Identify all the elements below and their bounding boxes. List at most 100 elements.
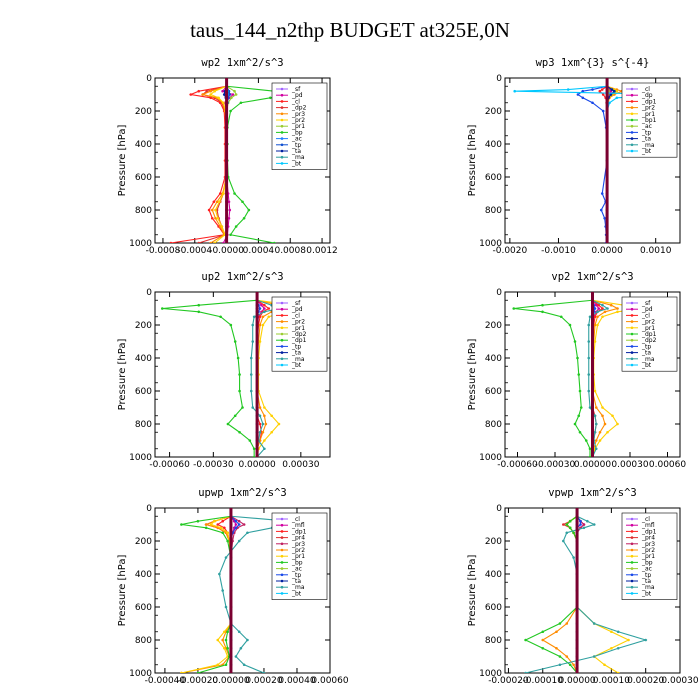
series-point: [226, 646, 229, 650]
legend-marker: [630, 124, 634, 128]
x-tick-label: -0.0020: [492, 246, 527, 256]
y-tick-label: 200: [135, 537, 152, 547]
series-line: [524, 515, 578, 673]
series-point: [582, 523, 586, 526]
legend-marker: [280, 332, 284, 336]
series-point: [220, 225, 224, 228]
y-tick-label: 600: [135, 173, 152, 183]
y-axis-label: Pressure [hPa]: [467, 555, 478, 627]
y-tick-label: 600: [485, 387, 502, 397]
x-tick-label: 0.00030: [611, 460, 648, 470]
legend-marker: [280, 124, 284, 128]
series-point: [241, 200, 244, 204]
series-point: [252, 447, 256, 451]
x-tick-label: 0.00060: [649, 460, 686, 470]
series-point: [586, 519, 589, 523]
series-point: [568, 519, 572, 523]
y-tick-label: 400: [485, 140, 502, 150]
legend-marker: [280, 112, 284, 116]
series-point: [242, 663, 246, 667]
series-point: [233, 414, 237, 418]
legend-marker: [630, 338, 634, 342]
series-point: [224, 663, 228, 667]
series-point: [234, 526, 238, 530]
legend-label: _bp: [641, 559, 653, 566]
series-point: [593, 389, 597, 393]
series-point: [210, 216, 214, 220]
y-tick-label: 600: [135, 387, 152, 397]
series-point: [238, 389, 241, 393]
panel-title: wp3 1xm^{3} s^{-4}: [536, 57, 650, 69]
legend-label: _tp: [641, 572, 651, 579]
series-point: [213, 519, 216, 523]
series-point: [584, 439, 588, 442]
x-tick-label: 0.00000: [212, 676, 249, 686]
plot-area: [169, 78, 316, 243]
series-point: [573, 340, 577, 343]
series-point: [568, 323, 572, 327]
series-point: [579, 519, 582, 523]
series-point: [601, 406, 604, 409]
legend-marker: [630, 112, 634, 116]
series-point: [263, 447, 266, 451]
legend-label: _cl: [641, 312, 650, 319]
series-point: [238, 373, 241, 376]
series-point: [258, 315, 262, 319]
series-point: [233, 89, 236, 93]
series-point: [512, 307, 516, 310]
legend-label: _pr3: [291, 541, 305, 548]
legend-marker: [630, 579, 634, 583]
series-point: [601, 109, 605, 113]
legend-label: _pr2: [291, 117, 305, 124]
series-point: [611, 414, 614, 418]
legend-marker: [630, 307, 634, 311]
series-point: [596, 310, 599, 314]
legend-label: _pr3: [641, 541, 655, 548]
series-point: [224, 556, 228, 559]
y-tick-label: 800: [485, 636, 502, 646]
legend-marker: [630, 314, 634, 317]
series-point: [616, 630, 620, 634]
series-point: [578, 430, 582, 434]
legend-label: _pd: [291, 92, 303, 99]
series-point: [273, 241, 276, 243]
legend-marker: [280, 561, 284, 564]
y-tick-label: 600: [485, 173, 502, 183]
legend-marker: [280, 93, 284, 97]
series-point: [219, 526, 223, 530]
legend-marker: [630, 517, 634, 521]
series-point: [248, 439, 252, 442]
series-point: [221, 638, 224, 642]
series-point: [197, 303, 201, 307]
y-tick-label: 400: [135, 140, 152, 150]
series-point: [237, 519, 241, 523]
series-point: [541, 646, 545, 650]
series-point: [216, 523, 220, 526]
series-point: [237, 539, 241, 543]
series-point: [213, 241, 216, 243]
y-tick-label: 1000: [479, 239, 502, 249]
chart-panel-wp3: wp3 1xm^{3} s^{-4}02004006008001000-0.00…: [467, 57, 681, 256]
legend-label: _dp1: [641, 528, 657, 535]
series-point: [242, 216, 246, 220]
series-point: [587, 373, 591, 376]
plot-frame: [154, 507, 331, 674]
legend-marker: [630, 301, 634, 305]
series-point: [222, 192, 225, 195]
legend-label: _ta: [641, 136, 651, 143]
chart-panel-vpwp: vpwp 1xm^2/s^3 0 200 400 600 800 1000-0.00020-…: [467, 487, 699, 686]
x-tick-label: 0.0008: [274, 246, 306, 256]
series-point: [234, 655, 238, 658]
chart-panel-upwp: upwp 1xm^2/s^3 0 200 400 600 800 1000-0.00040-…: [117, 487, 349, 686]
legend-marker: [280, 100, 284, 103]
series-point: [606, 430, 609, 434]
legend-marker: [630, 536, 634, 539]
series-point: [224, 638, 228, 642]
legend-marker: [630, 567, 634, 570]
legend-label: _dp1: [291, 528, 307, 535]
series-point: [224, 605, 228, 609]
series-point: [216, 638, 220, 642]
series-point: [591, 101, 594, 105]
legend-label: _pr1: [641, 111, 655, 118]
legend-marker: [280, 523, 284, 527]
